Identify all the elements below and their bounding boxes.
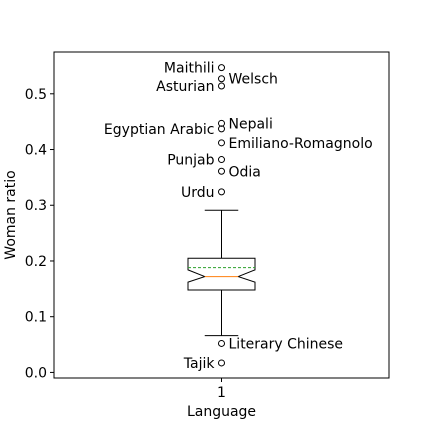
x-tick-label: 1 xyxy=(217,385,226,401)
outlier-point xyxy=(218,339,225,347)
outlier-label: Tajik xyxy=(183,356,216,372)
outlier-label: Odia xyxy=(229,164,261,180)
outlier-label: Asturian xyxy=(156,79,214,95)
x-axis-label: Language xyxy=(187,404,256,420)
outlier-label: Urdu xyxy=(181,185,215,201)
outlier-point xyxy=(218,156,225,164)
outlier-label: Maithili xyxy=(164,61,215,77)
outlier-label: Emiliano-Romagnolo xyxy=(229,136,373,152)
outlier-label: Welsch xyxy=(229,72,278,88)
outlier-point xyxy=(218,359,225,367)
y-axis-label: Woman ratio xyxy=(3,170,19,259)
y-tick-label: 0.5 xyxy=(25,87,47,103)
outlier-label: Nepali xyxy=(229,116,273,132)
y-tick-label: 0.2 xyxy=(25,254,47,270)
outlier-point xyxy=(218,64,225,72)
y-tick-label: 0.4 xyxy=(25,143,47,159)
outlier-point xyxy=(218,167,225,175)
outlier-point xyxy=(218,188,225,196)
box xyxy=(187,209,256,337)
outlier-label: Egyptian Arabic xyxy=(104,122,215,138)
x-axis: 1 xyxy=(217,378,226,401)
outlier-point xyxy=(218,75,225,83)
outlier-label: Literary Chinese xyxy=(229,336,344,352)
outlier-point xyxy=(218,139,225,147)
y-tick-label: 0.3 xyxy=(25,198,47,214)
outlier-point xyxy=(218,82,225,90)
outlier-label: Punjab xyxy=(167,153,214,169)
notched-box xyxy=(187,257,256,291)
outlier-point xyxy=(218,125,225,133)
outliers: Maithili Welsch Asturian Nepali Egyptian Ara… xyxy=(104,61,373,372)
y-tick-label: 0.0 xyxy=(25,365,47,381)
y-tick-label: 0.1 xyxy=(25,310,47,326)
y-axis: 0.0 0.1 0.2 0.3 0.4 0.5 xyxy=(25,87,54,381)
